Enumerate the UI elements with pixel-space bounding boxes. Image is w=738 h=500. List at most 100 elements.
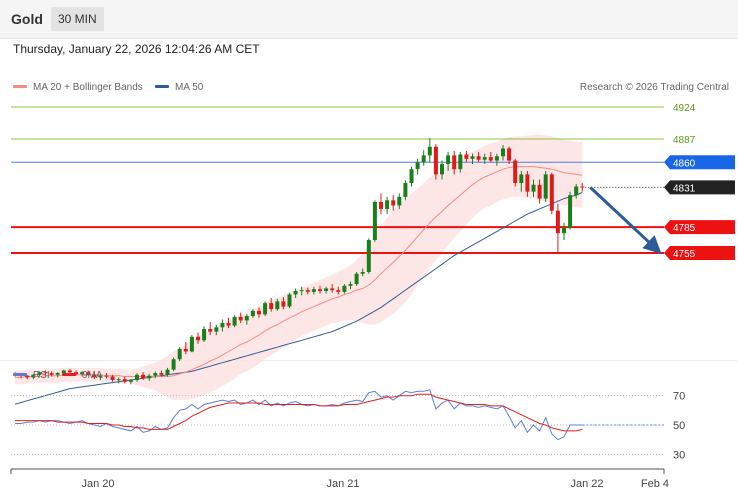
candle-body (153, 373, 158, 376)
candle-body (202, 329, 207, 341)
candle-body (440, 164, 444, 175)
candle-body (507, 148, 512, 161)
last-price-label: 4831 (673, 183, 696, 194)
candle-body (543, 174, 548, 199)
level-label-4887: 4887 (673, 135, 696, 146)
level-label-4755: 4755 (673, 249, 696, 260)
candle-body (415, 162, 420, 170)
candle-body (196, 336, 200, 341)
candle-body (482, 157, 487, 160)
candle-body (458, 154, 463, 170)
copyright-notice: Research © 2026 Trading Central (580, 82, 729, 93)
instrument-symbol: Gold (11, 11, 43, 27)
candle-body (574, 186, 579, 196)
bollinger-band-fill (15, 134, 583, 400)
candle-body (464, 154, 469, 159)
candle-body (324, 288, 329, 292)
level-label-4860: 4860 (673, 158, 696, 169)
candle-body (74, 372, 78, 374)
candle-body (403, 183, 408, 197)
candle-body (232, 316, 237, 326)
candle-body (244, 316, 249, 321)
candle-body (122, 379, 127, 382)
candle-body (555, 210, 560, 234)
candle-body (220, 322, 225, 328)
candle-body (366, 240, 371, 273)
candle-body (446, 155, 451, 165)
candle-body (531, 184, 536, 192)
candle-body (159, 373, 164, 375)
candle-body (348, 284, 353, 286)
level-tag-4860 (664, 155, 735, 170)
projection-arrow (589, 186, 662, 254)
candle-body (488, 157, 493, 161)
candle-body (299, 290, 304, 292)
candle-body (525, 174, 530, 192)
candle-body (25, 375, 30, 378)
ma20-legend-label: MA 20 + Bollinger Bands (33, 82, 143, 93)
candle-body (135, 374, 139, 380)
candle-body (141, 374, 146, 379)
rsi-series-9MA (15, 393, 583, 432)
candle-body (269, 303, 274, 310)
candle-body (354, 273, 359, 285)
candle-body (238, 316, 243, 321)
candle-body (86, 372, 91, 375)
rsi-panel: 30 50 70 (11, 389, 685, 461)
candle-body (409, 169, 414, 184)
candle-body (318, 289, 322, 292)
candle-body (49, 373, 54, 375)
candlesticks (13, 138, 585, 385)
moving-averages (14, 166, 583, 405)
level-tag-4785 (664, 220, 735, 235)
ma20-legend-swatch (13, 85, 27, 88)
price-legend: MA 20 + Bollinger Bands MA 50 Research ©… (13, 82, 729, 93)
time-axis: Jan 20 Jan 21 Jan 22 Feb 4 (10, 468, 669, 490)
rsi-series-RSI (15, 389, 583, 441)
candle-body (98, 375, 103, 378)
candle-body (116, 379, 121, 381)
candle-body (421, 155, 426, 163)
projection-arrow-line (589, 186, 662, 254)
candle-body (360, 272, 365, 274)
candle-body (55, 373, 60, 375)
candle-body (385, 200, 390, 209)
candle-body (31, 374, 36, 378)
horizontal-levels (11, 106, 664, 254)
candle-body (336, 290, 341, 292)
time-tick-label: Jan 21 (326, 478, 359, 490)
candle-body (37, 372, 42, 375)
rsi-tick-label-50: 50 (673, 420, 685, 432)
candle-body (372, 202, 377, 241)
candle-body (433, 146, 438, 175)
candle-body (208, 329, 213, 332)
candle-body (43, 372, 48, 374)
candle-body (397, 196, 402, 206)
candle-body (427, 146, 432, 156)
candle-body (263, 303, 268, 315)
candle-body (177, 348, 182, 360)
level-tag-4755 (664, 246, 735, 260)
candle-body (293, 291, 298, 295)
bollinger-bands (15, 134, 583, 400)
candle-body (470, 156, 475, 159)
candle-body (61, 370, 66, 374)
timeframe-button[interactable]: 30 MIN (51, 7, 104, 31)
candle-body (562, 227, 566, 234)
level-label-4785: 4785 (673, 223, 696, 234)
candle-body (476, 156, 481, 160)
candle-body (275, 301, 280, 310)
candle-body (452, 155, 457, 170)
candle-body (580, 186, 585, 188)
candle-body (104, 375, 109, 377)
time-tick-label: Feb 4 (641, 478, 669, 490)
candle-body (257, 310, 261, 315)
candle-body (110, 376, 115, 380)
chart-timestamp: Thursday, January 22, 2026 12:04:26 AM C… (13, 42, 260, 56)
candle-body (226, 322, 231, 326)
ma50-legend-label: MA 50 (175, 82, 204, 93)
chart-header: Gold 30 MIN (0, 0, 738, 39)
candle-body (281, 301, 286, 307)
candle-body (330, 288, 335, 291)
